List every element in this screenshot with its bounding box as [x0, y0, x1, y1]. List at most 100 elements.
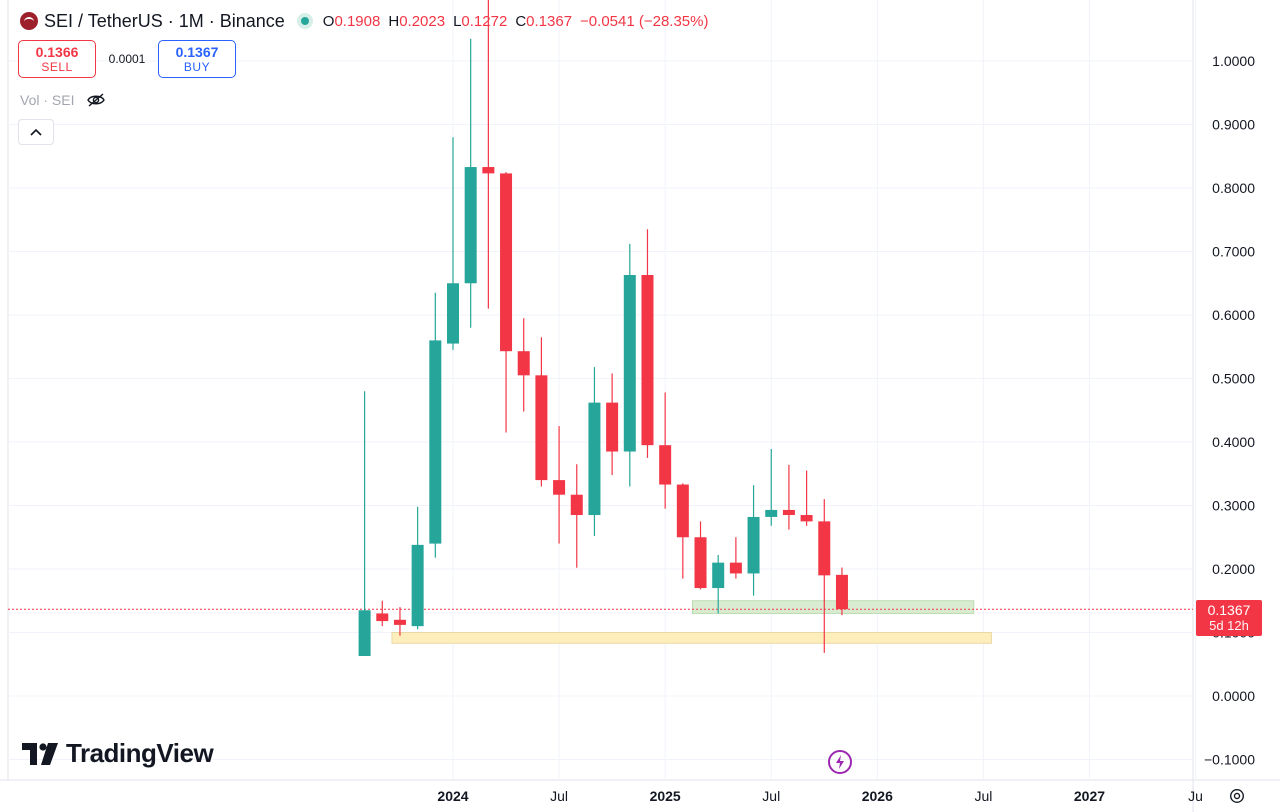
sell-button[interactable]: 0.1366 SELL	[18, 40, 96, 78]
candle-body	[782, 509, 795, 516]
buy-label: BUY	[183, 59, 211, 74]
close-value: 0.1367	[526, 12, 573, 30]
last-price-label: 0.1367 5d 12h	[1196, 600, 1262, 636]
candle-body	[712, 562, 725, 589]
flash-icon	[836, 755, 844, 769]
flash-button[interactable]	[828, 750, 852, 774]
support-zone[interactable]	[692, 600, 975, 614]
candle-body	[818, 521, 831, 576]
low-value: 0.1272	[461, 12, 508, 30]
candle-body	[606, 402, 619, 452]
y-tick-label: 0.0000	[1212, 688, 1255, 704]
symbol-title[interactable]: SEI / TetherUS · 1M · Binance	[44, 10, 285, 31]
y-tick-label: 0.4000	[1212, 434, 1255, 450]
volume-indicator-legend: Vol · SEI	[20, 92, 106, 108]
candle-body	[376, 613, 389, 622]
candle-body	[729, 562, 742, 574]
candle[interactable]	[747, 485, 760, 596]
candle[interactable]	[729, 537, 742, 579]
bar-countdown: 5d 12h	[1209, 618, 1249, 633]
y-tick-label: 0.5000	[1212, 371, 1255, 387]
sell-price: 0.1366	[35, 43, 79, 60]
candle-body	[464, 167, 477, 284]
candle[interactable]	[358, 391, 371, 656]
buy-button[interactable]: 0.1367 BUY	[158, 40, 236, 78]
settings-icon	[1230, 789, 1244, 803]
high-value: 0.2023	[399, 12, 446, 30]
candle[interactable]	[712, 555, 725, 614]
change-value: −0.0541 (−28.35%)	[580, 12, 709, 30]
open-label: O	[322, 12, 335, 30]
x-tick-label: 2027	[1074, 788, 1105, 804]
candle[interactable]	[447, 137, 459, 350]
candle-body	[800, 515, 813, 522]
candle[interactable]	[464, 38, 477, 328]
candle-body	[411, 544, 424, 627]
tradingview-logo-text: TradingView	[66, 738, 214, 768]
candle[interactable]	[570, 464, 583, 568]
last-price-value: 0.1367	[1207, 602, 1251, 618]
low-label: L	[453, 12, 462, 30]
chevron-up-icon	[30, 128, 42, 136]
candle[interactable]	[800, 470, 813, 526]
spread-value: 0.0001	[108, 52, 146, 66]
settings-button[interactable]	[1227, 786, 1247, 806]
y-tick-label: 0.6000	[1212, 307, 1255, 323]
buy-price: 0.1367	[175, 43, 219, 60]
candle[interactable]	[623, 243, 636, 487]
candle[interactable]	[376, 600, 389, 627]
x-tick-label: Ju	[1188, 788, 1203, 804]
candle[interactable]	[676, 483, 689, 579]
candle[interactable]	[393, 607, 406, 636]
y-tick-label: 0.2000	[1212, 561, 1255, 577]
candle-body	[517, 351, 530, 376]
sei-logo-icon	[20, 12, 38, 30]
candle-body	[694, 537, 707, 589]
candle[interactable]	[482, 0, 495, 309]
candle[interactable]	[606, 373, 619, 476]
high-label: H	[388, 12, 400, 30]
candle-body	[835, 574, 848, 610]
eye-crossed-icon[interactable]	[86, 92, 106, 108]
candle-body	[500, 173, 513, 352]
candle[interactable]	[765, 448, 778, 526]
x-tick-label: Jul	[762, 788, 780, 804]
candle-body	[747, 516, 760, 574]
volume-label[interactable]: Vol · SEI	[20, 92, 75, 108]
candle[interactable]	[500, 172, 513, 433]
collapse-legend-button[interactable]	[18, 119, 54, 145]
candle[interactable]	[694, 521, 707, 590]
y-tick-label: −0.1000	[1204, 752, 1255, 768]
candle[interactable]	[818, 499, 831, 653]
candle[interactable]	[411, 506, 424, 630]
x-tick-label: Jul	[974, 788, 992, 804]
candle-body	[482, 167, 495, 174]
tradingview-logo[interactable]: TradingView	[22, 738, 214, 769]
candle[interactable]	[535, 337, 548, 487]
candle-body	[659, 445, 672, 485]
candle[interactable]	[659, 392, 672, 509]
candlestick-series	[358, 0, 848, 656]
candle-body	[535, 375, 548, 481]
candle-body	[676, 484, 689, 538]
candle-body	[447, 283, 459, 344]
candle-body	[393, 619, 406, 625]
market-status-dot	[300, 17, 309, 25]
candle-body	[358, 610, 371, 656]
axes: −0.10000.00000.10000.20000.30000.40000.5…	[437, 53, 1255, 804]
candle[interactable]	[517, 318, 530, 412]
candle[interactable]	[588, 367, 601, 536]
x-tick-label: Jul	[550, 788, 568, 804]
candle[interactable]	[835, 567, 848, 616]
candle[interactable]	[641, 229, 654, 458]
candle-body	[553, 480, 566, 495]
support-zone[interactable]	[391, 632, 992, 644]
candle[interactable]	[429, 292, 442, 558]
candle[interactable]	[782, 464, 795, 530]
open-value: 0.1908	[334, 12, 381, 30]
candle-body	[429, 340, 442, 544]
candle[interactable]	[553, 426, 566, 544]
